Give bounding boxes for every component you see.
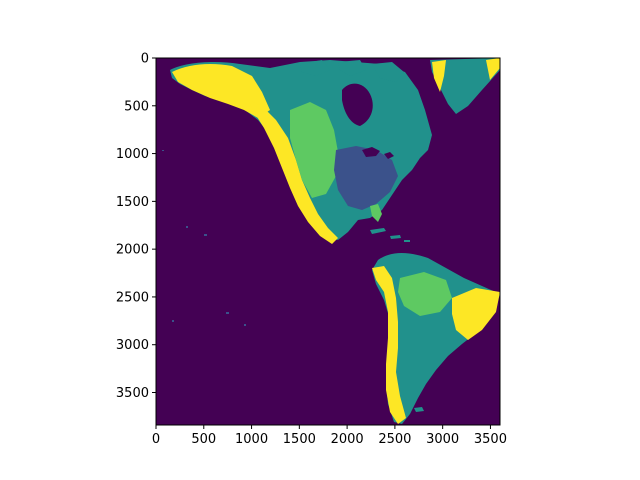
great-plains xyxy=(290,102,338,198)
y-tick-label: 0 xyxy=(141,52,149,67)
y-tick-label: 3000 xyxy=(116,338,149,353)
greenland-coast xyxy=(432,58,500,92)
x-tick-label: 500 xyxy=(191,432,216,447)
south-america xyxy=(372,253,500,424)
falkland-islands xyxy=(414,407,424,412)
florida xyxy=(370,204,382,222)
x-tick-label: 1000 xyxy=(235,432,268,447)
y-tick-label: 2000 xyxy=(116,243,149,258)
plot-area xyxy=(156,58,500,425)
y-tick-label: 2500 xyxy=(116,290,149,305)
x-tick-label: 3000 xyxy=(426,432,459,447)
andes-and-coast xyxy=(372,266,406,424)
hudson-bay xyxy=(342,83,373,126)
x-tick-label: 2000 xyxy=(331,432,364,447)
greenland xyxy=(430,58,500,114)
north-america xyxy=(170,58,500,244)
amazon-basin xyxy=(398,272,452,316)
x-tick-label: 2500 xyxy=(378,432,411,447)
x-tick-label: 1500 xyxy=(283,432,316,447)
plot-frame xyxy=(155,57,501,426)
x-tick-label: 3500 xyxy=(474,432,507,447)
x-tick-label: 0 xyxy=(152,432,160,447)
y-tick-label: 3500 xyxy=(116,386,149,401)
great-lakes xyxy=(362,147,394,159)
eastern-forests xyxy=(334,146,398,210)
x-axis: 0 500 1000 1500 2000 2500 3000 3500 xyxy=(152,425,507,447)
y-tick-label: 500 xyxy=(124,99,149,114)
arctic-islands xyxy=(300,60,404,82)
y-axis: 0 500 1000 1500 2000 2500 3000 3500 xyxy=(116,52,156,401)
pacific-islands xyxy=(162,150,246,326)
western-cordillera xyxy=(248,100,338,244)
y-tick-label: 1000 xyxy=(116,147,149,162)
brazilian-highlands xyxy=(452,288,500,340)
y-tick-label: 1500 xyxy=(116,195,149,210)
caribbean-islands xyxy=(370,228,410,242)
alaska-west-highlands xyxy=(172,64,270,118)
